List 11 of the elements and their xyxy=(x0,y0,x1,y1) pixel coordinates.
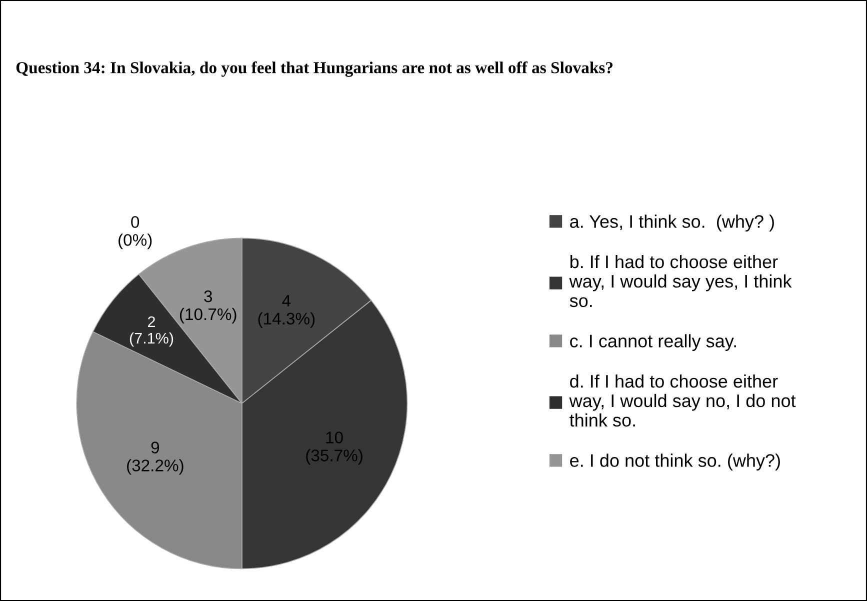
legend-label: e. I do not think so. (why?) xyxy=(570,454,780,470)
legend-label: a. Yes, I think so. (why? ) xyxy=(570,214,774,232)
data-label: 3 (10.7%) xyxy=(180,290,236,324)
legend-label: c. I cannot really say. xyxy=(570,334,736,351)
data-label: 9 (32.2%) xyxy=(127,442,184,475)
chart-title: Question 34: In Slovakia, do you feel that Hungarians are not as well off as Slovaks? xyxy=(16,61,613,77)
data-label: 4 (14.3%) xyxy=(258,294,315,328)
data-label: 2 (7.1%) xyxy=(130,316,174,347)
legend-label: d. If I had to choose either way, I would say no, I do not think so. xyxy=(569,374,796,427)
legend-label: b. If I had to choose either way, I would say yes, I think so. xyxy=(569,254,792,308)
text: 0 (0%) xyxy=(118,216,152,250)
